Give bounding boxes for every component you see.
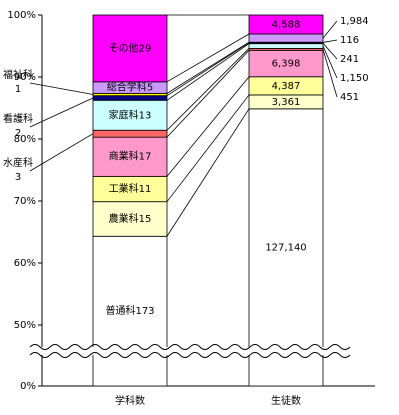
y-tick-label: 60% — [14, 258, 36, 269]
leader-line — [322, 39, 338, 43]
connector — [166, 108, 250, 237]
value-label: 451 — [340, 92, 359, 103]
value-text: 13 — [139, 110, 152, 121]
value-label: 241 — [340, 54, 359, 65]
series-name: 家庭科 — [109, 108, 139, 121]
leader-line — [29, 133, 94, 172]
value-text: 6,398 — [272, 59, 301, 70]
bar-segment — [248, 43, 324, 49]
value-label: 工業科11 — [109, 182, 152, 195]
y-tick-label: 70% — [14, 196, 36, 207]
series-name: 総合学科 — [107, 81, 147, 94]
connector — [166, 76, 250, 177]
axis-break — [29, 344, 351, 350]
series-name: 福祉科 — [3, 68, 33, 81]
y-tick-label: 90% — [14, 72, 36, 83]
value-label: 4,387 — [272, 81, 301, 92]
value-label: 116 — [340, 35, 359, 46]
y-tick-label: 100% — [7, 10, 36, 21]
bar-segment — [92, 95, 168, 101]
value-label: 普通科173 — [105, 304, 154, 317]
bar-segment — [92, 136, 168, 177]
value-text: 29 — [139, 43, 152, 54]
series-name: その他 — [109, 41, 139, 54]
value-label: 1,984 — [340, 16, 369, 27]
leader-line — [322, 20, 338, 39]
y-tick-label: 80% — [14, 134, 36, 145]
bar-segment — [248, 33, 324, 43]
value-label: 6,398 — [272, 59, 301, 70]
connector — [166, 43, 250, 101]
bar-segment — [248, 49, 324, 78]
value-text: 17 — [139, 152, 152, 163]
value-label: 127,140 — [265, 242, 306, 253]
axis-break-band — [30, 347, 346, 355]
value-text: 127,140 — [265, 242, 306, 253]
connector — [166, 41, 250, 94]
value-label: 2 — [15, 128, 21, 139]
bar-segment — [92, 99, 168, 131]
value-label: 3 — [15, 172, 21, 183]
series-name: 工業科 — [109, 182, 139, 195]
x-tick-label: 学科数 — [115, 394, 145, 407]
value-text: 15 — [139, 214, 152, 225]
value-label: 総合学科5 — [107, 81, 153, 94]
connector — [166, 94, 250, 202]
value-text: 4,588 — [272, 19, 301, 30]
bar-segment — [248, 14, 324, 35]
series-name: 水産科 — [3, 156, 33, 169]
value-text: 11 — [139, 184, 152, 195]
value-label: 3,361 — [272, 97, 301, 108]
leader-line — [29, 82, 94, 95]
value-text: 173 — [135, 306, 154, 317]
series-name: 農業科 — [109, 212, 139, 225]
y-tick-label: 50% — [14, 320, 36, 331]
connector — [166, 50, 250, 138]
y-tick-label: 0% — [20, 381, 36, 392]
connector — [166, 42, 250, 97]
bar-segment — [92, 235, 168, 387]
leader-line — [29, 97, 94, 128]
value-label: 家庭科13 — [109, 108, 152, 121]
value-label: 1 — [15, 84, 21, 95]
x-tick-label: 生徒数 — [271, 394, 301, 407]
value-text: 5 — [147, 83, 153, 94]
value-label: 1,150 — [340, 73, 369, 84]
connector — [166, 48, 250, 131]
connector — [166, 33, 250, 83]
value-label: その他29 — [109, 41, 152, 54]
value-text: 4,387 — [272, 81, 301, 92]
bar-segment — [92, 14, 168, 83]
value-label: 農業科15 — [109, 212, 152, 225]
bar-segment — [92, 175, 168, 203]
bar-segment — [92, 129, 168, 138]
series-name: 普通科 — [105, 304, 135, 317]
leader-line — [322, 49, 338, 98]
axis-break — [29, 352, 351, 358]
series-name: 商業科 — [109, 150, 139, 163]
series-name: 看護科 — [3, 112, 33, 125]
value-text: 3,361 — [272, 97, 301, 108]
bar-segment — [248, 108, 324, 387]
value-label: 商業科17 — [109, 150, 152, 163]
leader-line — [322, 42, 338, 60]
leader-line — [322, 45, 338, 79]
bar-segment — [92, 201, 168, 237]
value-label: 4,588 — [272, 19, 301, 30]
